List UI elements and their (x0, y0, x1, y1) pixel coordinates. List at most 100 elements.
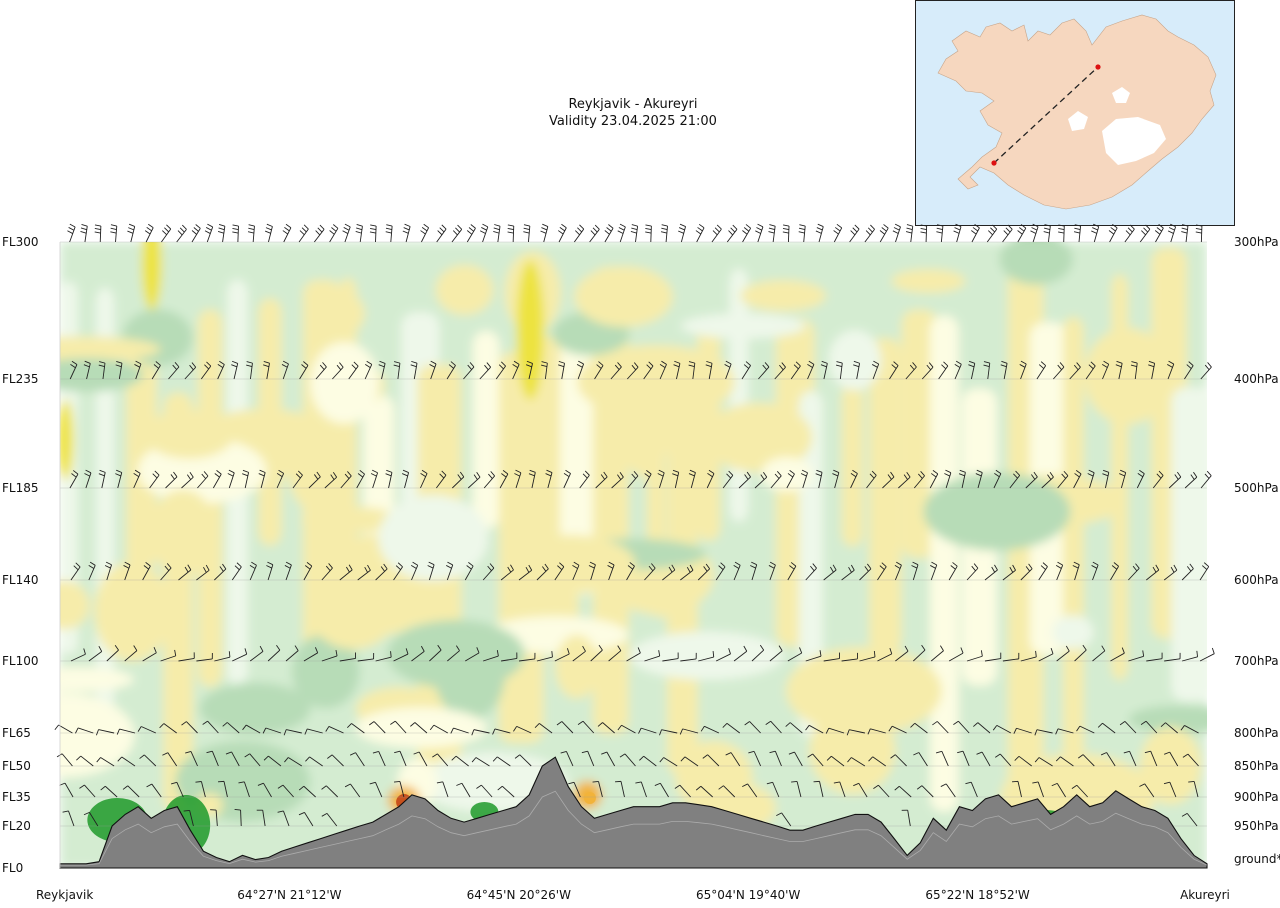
wind-barb (680, 564, 694, 581)
wind-barb (554, 648, 570, 662)
wind-barb (401, 469, 410, 489)
wind-barb (782, 224, 790, 243)
terrain-profile (59, 242, 1208, 869)
wind-barb (258, 469, 266, 489)
field-column (869, 338, 902, 654)
wind-barb (1144, 750, 1158, 767)
wind-barb (787, 562, 797, 581)
wind-barb (541, 361, 548, 380)
wind-barb (577, 720, 595, 734)
wind-barb (1041, 471, 1054, 489)
wind-barb (266, 561, 274, 581)
wind-barb (674, 784, 691, 798)
wind-barb (104, 561, 112, 581)
wind-barb (983, 361, 991, 380)
wind-barb (672, 469, 680, 489)
wind-barb (349, 752, 365, 767)
wind-barb (916, 785, 934, 798)
wind-barb (643, 470, 652, 489)
wind-barb (420, 223, 430, 243)
field-patch (999, 242, 1073, 285)
wind-barb (657, 469, 665, 489)
wind-barb (1030, 223, 1039, 243)
wind-barb (276, 469, 285, 489)
wind-barb (936, 224, 944, 243)
wind-barb (375, 563, 388, 581)
wind-barb (1038, 562, 1048, 581)
wind-barb (227, 469, 235, 489)
wind-barb (626, 647, 641, 662)
wind-barb (501, 652, 518, 662)
wind-barb (183, 810, 194, 827)
wind-barb (1017, 224, 1027, 243)
wind-barb (357, 564, 371, 581)
wind-barb (393, 648, 409, 662)
wind-barb (1119, 469, 1127, 489)
wind-barb (514, 469, 522, 489)
wind-barb (210, 809, 218, 827)
field-patch (1139, 726, 1201, 805)
wind-barb (805, 563, 817, 581)
wind-barb (1110, 562, 1119, 581)
wind-barb (514, 754, 532, 767)
wind-barb (1152, 470, 1164, 489)
wind-barb (787, 647, 803, 662)
wind-barb (344, 783, 361, 798)
wind-barb (1163, 564, 1178, 581)
wind-barb (497, 785, 515, 798)
wind-barb (144, 223, 154, 243)
wind-barb (660, 224, 668, 243)
wind-barb (390, 720, 407, 734)
wind-barb (195, 781, 206, 798)
wind-barb (80, 224, 88, 243)
pressure-tick-label: 400hPa (1234, 372, 1279, 386)
wind-barb (921, 362, 934, 380)
wind-barb (572, 561, 580, 581)
wind-barb (850, 469, 858, 489)
wind-barb (339, 652, 357, 662)
wind-barb (913, 470, 925, 489)
wind-barb (1110, 647, 1125, 662)
wind-barb (751, 644, 765, 662)
fl-tick-label: FL35 (2, 790, 31, 804)
wind-barb (117, 756, 136, 767)
wind-barb (106, 644, 119, 662)
wind-barb (357, 652, 375, 662)
field-patch (574, 266, 673, 327)
wind-barb (67, 223, 76, 243)
wind-barb (378, 360, 386, 380)
wind-barb (742, 783, 758, 798)
wind-barb (492, 728, 511, 735)
field-patch (301, 506, 401, 534)
field-patch (501, 534, 636, 594)
glacier-langjokull (1068, 111, 1088, 131)
wind-barb (705, 360, 713, 380)
wind-barb (181, 721, 198, 734)
field-column (1063, 316, 1084, 820)
wind-barb (910, 722, 928, 734)
wind-barb (833, 781, 846, 798)
wind-barb (1002, 564, 1016, 581)
field-patch (809, 706, 896, 794)
wind-barb (185, 750, 198, 767)
wind-barb (673, 360, 681, 380)
wind-barb (879, 224, 889, 243)
wind-barb (901, 809, 911, 827)
fl-tick-label: FL20 (2, 819, 31, 833)
wind-barb (768, 224, 776, 243)
wind-barb (630, 224, 639, 243)
wind-barb (98, 469, 106, 489)
wind-barb (436, 470, 447, 489)
wind-barb (973, 722, 991, 734)
wind-barb (733, 645, 748, 662)
wind-barb (815, 469, 823, 489)
wind-barb (507, 224, 515, 243)
wind-barb (277, 784, 294, 798)
wind-barb (1181, 650, 1199, 662)
wind-barb (479, 362, 492, 380)
wind-barb (820, 360, 828, 380)
wind-barb (1115, 360, 1123, 380)
wind-barb (748, 750, 762, 767)
fl-tick-label: FL65 (2, 726, 31, 740)
